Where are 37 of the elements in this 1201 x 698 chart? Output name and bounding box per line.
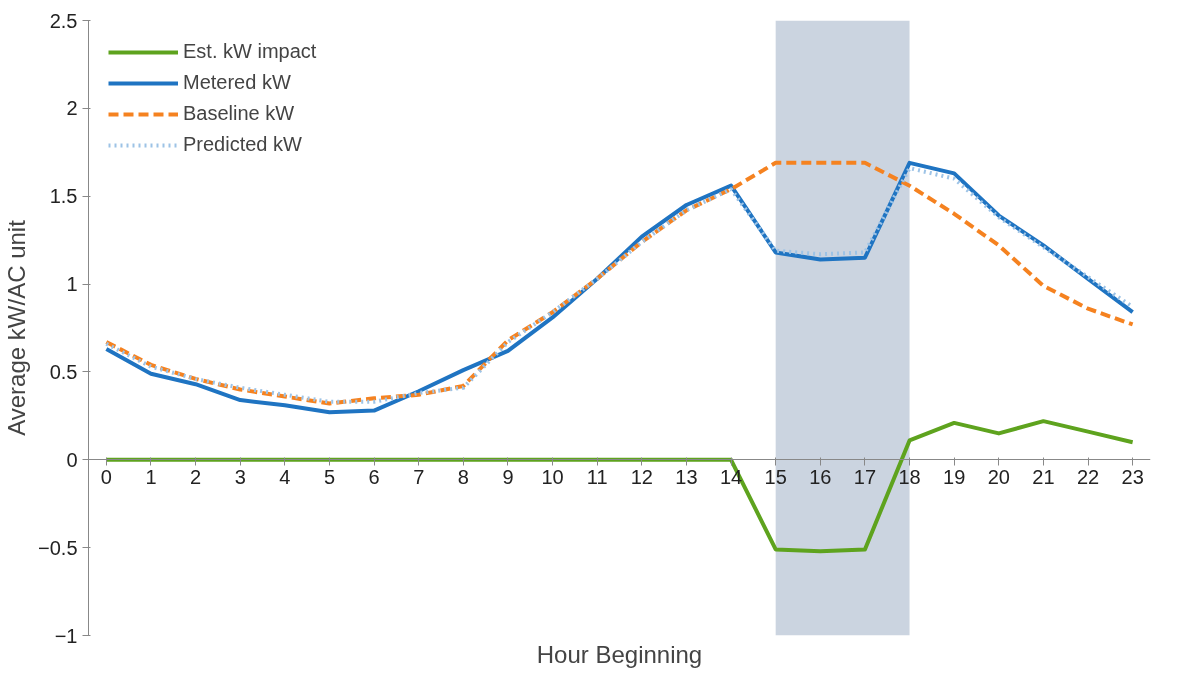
x-tick-label: 18	[898, 465, 921, 488]
x-axis-title: Hour Beginning	[536, 640, 703, 668]
x-tick-label: 17	[853, 465, 877, 488]
y-tick-label: 1	[66, 273, 78, 296]
x-tick-label: 3	[234, 465, 246, 488]
x-tick-label: 1	[145, 465, 157, 488]
x-tick-label: 16	[809, 465, 832, 488]
x-tick-label: 22	[1076, 465, 1100, 488]
x-tick-label: 15	[764, 465, 787, 488]
x-tick-label: 21	[1032, 465, 1055, 488]
legend-label: Baseline kW	[183, 102, 295, 125]
y-tick-label: 2	[66, 97, 78, 120]
legend-label: Predicted kW	[183, 133, 302, 156]
x-tick-label: 8	[457, 465, 469, 488]
x-tick-label: 0	[100, 465, 112, 488]
x-tick-label: 20	[987, 465, 1010, 488]
x-tick-label: 11	[586, 465, 608, 488]
y-tick-label: 0	[66, 448, 78, 471]
x-tick-label: 19	[943, 465, 966, 488]
x-tick-label: 6	[368, 465, 380, 488]
y-tick-label: −1	[54, 624, 78, 647]
y-tick-label: −0.5	[38, 536, 78, 559]
x-tick-label: 5	[323, 465, 336, 488]
x-tick-label: 4	[279, 465, 291, 488]
y-axis-title: Average kW/AC unit	[3, 219, 31, 436]
x-tick-label: 13	[675, 465, 698, 488]
x-tick-label: 7	[413, 465, 425, 488]
legend-label: Est. kW impact	[183, 40, 317, 63]
y-tick-label: 2.5	[49, 9, 78, 32]
x-tick-label: 9	[502, 465, 514, 488]
x-tick-label: 2	[190, 465, 202, 488]
y-tick-label: 0.5	[49, 360, 78, 383]
y-tick-label: 1.5	[49, 185, 78, 208]
x-tick-label: 23	[1121, 465, 1144, 488]
legend-label: Metered kW	[183, 71, 291, 94]
x-tick-label: 12	[630, 465, 653, 488]
x-tick-label: 10	[541, 465, 564, 488]
